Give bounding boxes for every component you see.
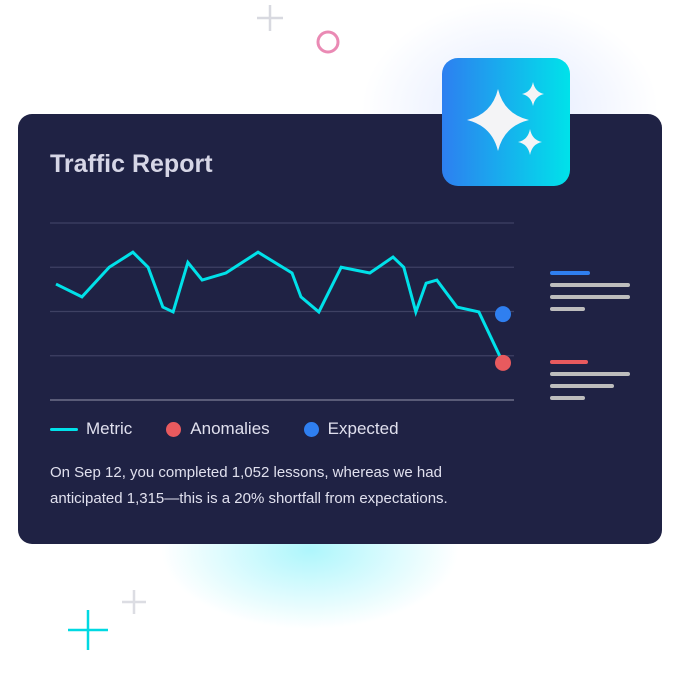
summary-bar [550, 384, 614, 388]
line-chart [50, 222, 514, 401]
anomaly-point [495, 354, 511, 371]
summary-bar [550, 372, 630, 376]
expected-point [495, 306, 511, 323]
summary-bar [550, 295, 630, 299]
summary-bar [550, 283, 630, 287]
plus-decoration-icon [122, 590, 146, 614]
sparkles-icon-tile [442, 58, 570, 186]
summary-bar [550, 307, 585, 311]
metric-line [55, 250, 505, 364]
circle-decoration-icon [316, 30, 340, 54]
plus-decoration-icon [257, 5, 283, 31]
legend-label: Anomalies [190, 419, 270, 438]
anomaly-swatch [166, 421, 182, 437]
plus-decoration-icon [68, 610, 108, 650]
summary-bar [550, 396, 585, 400]
sparkles-icon [467, 82, 544, 155]
chart-legend: Metric Anomalies Expected [50, 419, 433, 439]
summary-bar [550, 271, 590, 275]
legend-label: Expected [327, 419, 399, 438]
expected-swatch [303, 421, 319, 437]
metric-swatch [50, 427, 78, 431]
legend-item-anomalies: Anomalies [166, 419, 270, 439]
legend-item-expected: Expected [303, 419, 399, 439]
legend-item-metric: Metric [50, 419, 132, 439]
traffic-report-card: Traffic Report Metric Anomalies Expected… [18, 114, 662, 544]
report-description: On Sep 12, you completed 1,052 lessons, … [50, 464, 448, 507]
legend-label: Metric [86, 419, 133, 438]
summary-bar [550, 360, 588, 364]
card-title: Traffic Report [50, 150, 213, 178]
